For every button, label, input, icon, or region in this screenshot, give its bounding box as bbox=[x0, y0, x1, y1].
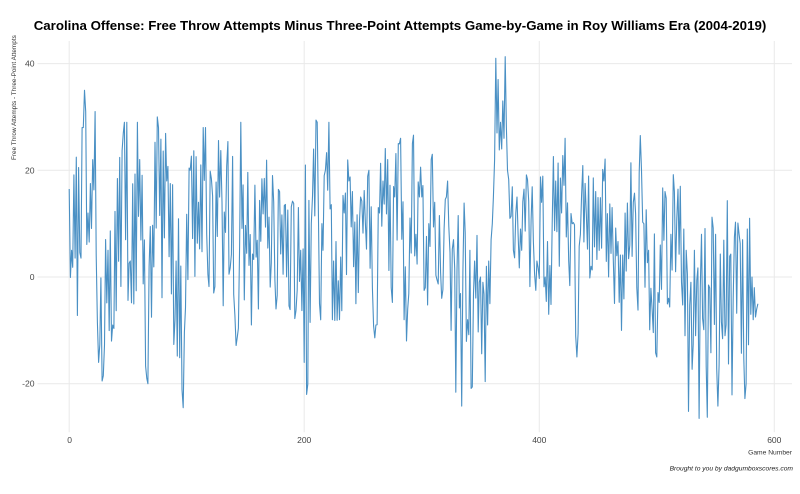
svg-text:Brought to you by dadgumboxsco: Brought to you by dadgumboxscores.com bbox=[670, 466, 794, 473]
svg-text:Free Throw Attempts - Three-Po: Free Throw Attempts - Three-Point Attemp… bbox=[11, 35, 18, 160]
svg-text:-20: -20 bbox=[22, 379, 35, 389]
svg-text:Game Number: Game Number bbox=[748, 450, 793, 457]
svg-text:Carolina Offense: Free Throw A: Carolina Offense: Free Throw Attempts Mi… bbox=[34, 18, 767, 33]
svg-text:600: 600 bbox=[767, 435, 781, 445]
svg-text:200: 200 bbox=[297, 435, 311, 445]
svg-text:0: 0 bbox=[30, 272, 35, 282]
svg-text:40: 40 bbox=[25, 59, 35, 69]
svg-text:400: 400 bbox=[532, 435, 546, 445]
svg-text:0: 0 bbox=[67, 435, 72, 445]
svg-text:20: 20 bbox=[25, 165, 35, 175]
